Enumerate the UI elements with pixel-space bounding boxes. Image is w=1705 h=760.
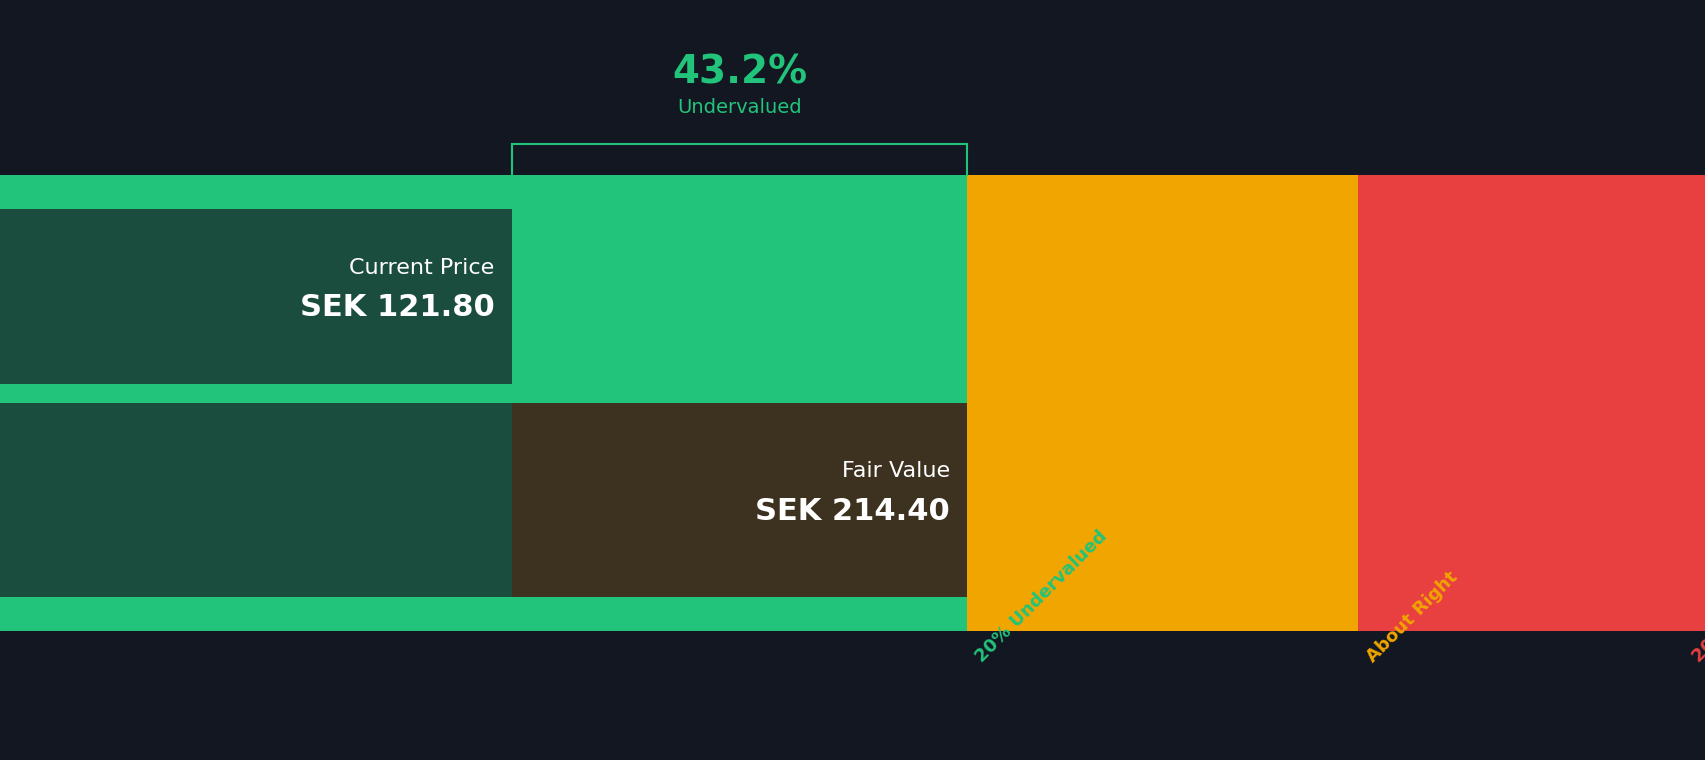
Text: 20% Overvalued: 20% Overvalued [1688, 537, 1705, 667]
Bar [0, 384, 967, 403]
Text: About Right: About Right [1362, 568, 1459, 667]
Bar [0, 175, 967, 209]
Bar [0, 597, 967, 631]
Bar [967, 175, 1357, 631]
Text: Undervalued: Undervalued [677, 98, 801, 117]
Bar [512, 403, 967, 597]
Bar [0, 209, 512, 384]
Bar [0, 175, 967, 631]
Text: SEK 121.80: SEK 121.80 [300, 293, 494, 322]
Text: Fair Value: Fair Value [842, 461, 950, 481]
Text: Current Price: Current Price [350, 258, 494, 277]
Bar [1357, 175, 1705, 631]
Text: 20% Undervalued: 20% Undervalued [972, 527, 1110, 667]
Text: SEK 214.40: SEK 214.40 [755, 496, 950, 526]
Bar [0, 403, 967, 597]
Text: 43.2%: 43.2% [672, 53, 806, 91]
